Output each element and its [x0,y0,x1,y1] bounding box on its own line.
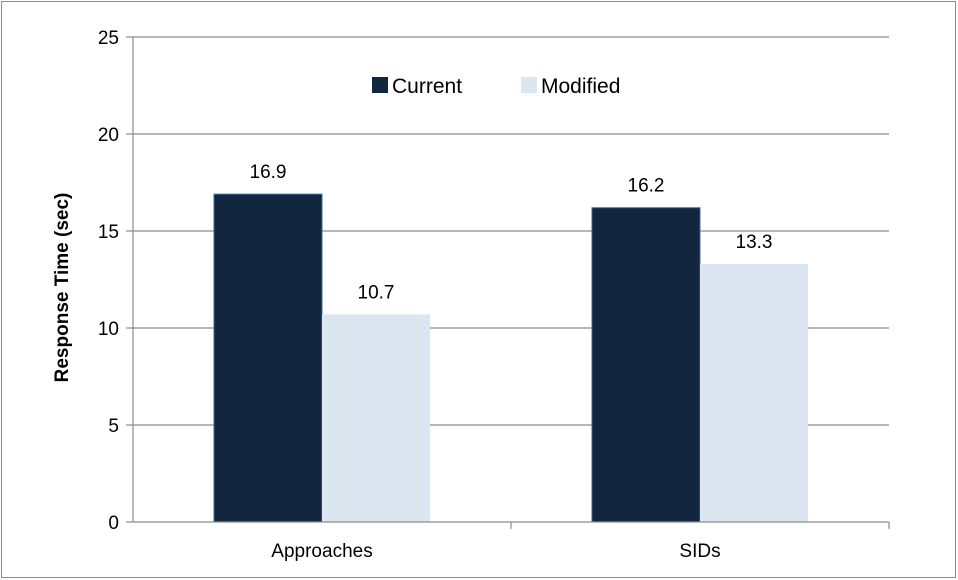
bars [213,193,808,523]
axes [126,36,890,529]
y-axis-title: Response Time (sec) [52,193,73,383]
bar-current-sids [591,207,701,523]
y-tick-label: 10 [98,319,119,340]
y-tick-label: 15 [98,222,119,243]
bar-modified-approaches [322,314,430,522]
legend-label-modified: Modified [541,75,620,98]
y-tick-label: 5 [108,416,119,437]
data-label: 16.2 [628,176,665,197]
legend-swatch-current [372,77,388,93]
y-tick-label: 0 [108,513,119,534]
legend-swatch-modified [521,77,537,93]
data-label: 13.3 [736,232,773,253]
x-tick-label: SIDs [679,541,720,562]
labels: 0 5 10 15 20 25 16.9 10.7 Approaches 16.2 13.3 SIDs [98,28,773,562]
y-tick-label: 20 [98,125,119,146]
y-tick-label: 25 [98,28,119,49]
legend-label-current: Current [392,75,462,98]
bar-modified-sids [700,263,808,522]
data-label: 16.9 [250,162,287,183]
data-label: 10.7 [358,282,395,303]
x-tick-label: Approaches [271,541,372,562]
bar-current-approaches [213,193,323,523]
legend: Current Modified [372,75,620,98]
